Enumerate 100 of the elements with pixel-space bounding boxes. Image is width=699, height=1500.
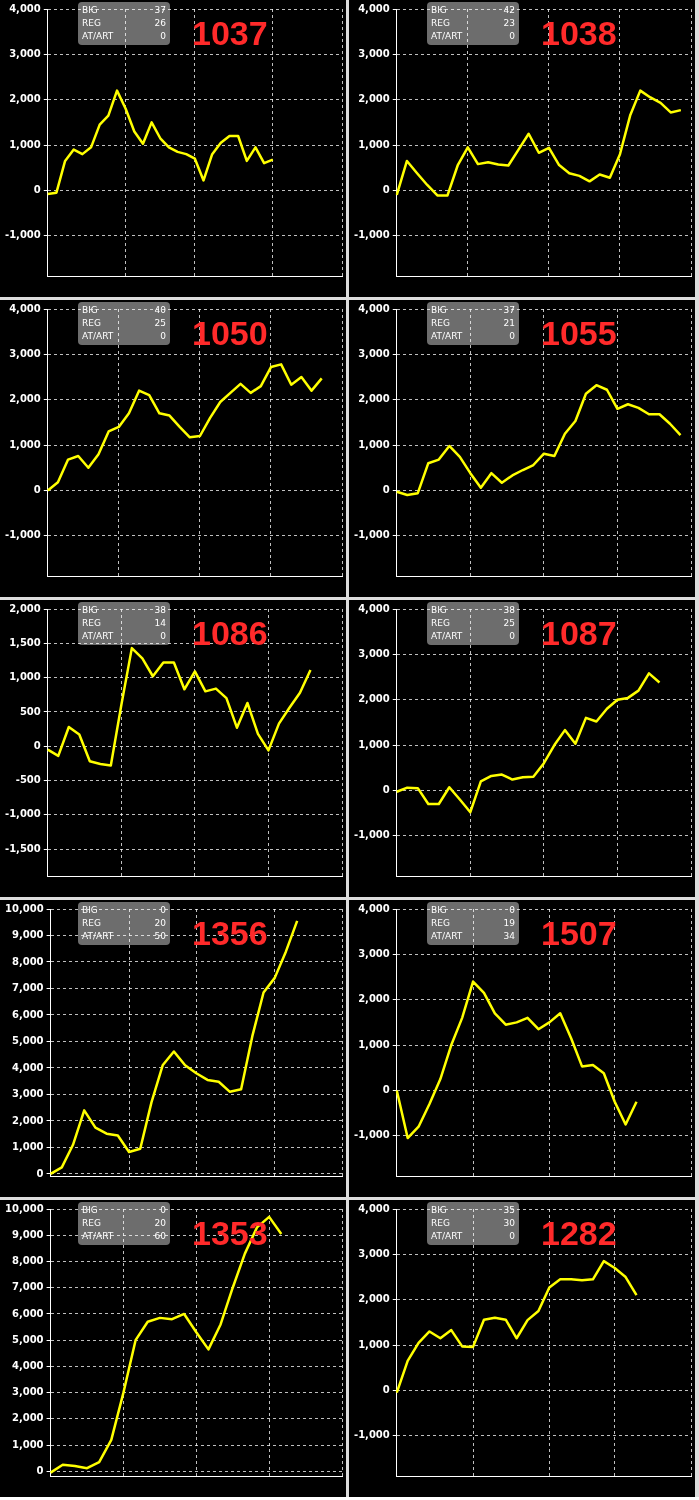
annotation: BIG — [431, 904, 447, 917]
y-tick-label: 1,000 — [358, 738, 390, 750]
y-tick-label: 4,000 — [11, 1360, 44, 1372]
annotation: 20 — [154, 917, 166, 930]
chart-title: 1087 — [541, 614, 617, 652]
y-tick-label: 0 — [33, 184, 41, 196]
annotation: 0 — [509, 330, 515, 343]
y-tick-label: 10,000 — [5, 1202, 44, 1214]
y-tick-label: 1,000 — [9, 138, 41, 150]
annotation: 19 — [503, 917, 515, 930]
annotation: AT/ART — [82, 1230, 114, 1243]
annotation: 23 — [503, 17, 515, 30]
y-tick-label: 4,000 — [358, 2, 390, 14]
annotation: 0 — [160, 1204, 166, 1217]
y-tick-label: 0 — [382, 484, 390, 496]
annotation: AT/ART — [431, 630, 463, 643]
y-tick-label: 4,000 — [358, 902, 390, 914]
annotation: BIG — [82, 304, 98, 317]
y-tick-label: 3,000 — [9, 47, 41, 59]
y-tick-label: 3,000 — [358, 647, 390, 659]
annotation: 37 — [503, 304, 515, 317]
y-tick-label: -1,000 — [5, 229, 41, 241]
y-tick-label: 3,000 — [358, 1247, 390, 1259]
annotation: 0 — [509, 1230, 515, 1243]
annotation: REG — [82, 617, 101, 630]
y-tick-label: 4,000 — [358, 602, 390, 614]
annotation: 34 — [503, 930, 515, 943]
annotation: REG — [82, 1217, 101, 1230]
annotation: BIG — [82, 4, 98, 17]
annotation: 0 — [160, 330, 166, 343]
y-tick-label: 0 — [382, 1384, 390, 1396]
y-tick-label: 0 — [36, 1464, 44, 1476]
y-tick-label: 3,000 — [11, 1088, 44, 1100]
annotation: REG — [431, 17, 450, 30]
y-tick-label: 2,000 — [358, 1293, 390, 1305]
y-tick-label: 1,000 — [358, 138, 390, 150]
y-tick-label: 7,000 — [11, 1281, 44, 1293]
y-tick-label: 6,000 — [11, 1008, 44, 1020]
annotation: 26 — [154, 17, 166, 30]
chart-title: 1356 — [192, 914, 268, 952]
y-tick-label: 3,000 — [358, 947, 390, 959]
y-tick-label: -1,500 — [5, 842, 41, 854]
annotation: REG — [431, 617, 450, 630]
annotation: BIG — [431, 304, 447, 317]
y-tick-label: 3,000 — [358, 47, 390, 59]
y-tick-label: 0 — [36, 1167, 44, 1179]
annotation: 0 — [509, 30, 515, 43]
annotation: AT/ART — [82, 30, 114, 43]
y-tick-label: 0 — [382, 1084, 390, 1096]
y-tick-label: 1,000 — [11, 1141, 44, 1153]
y-tick-label: 10,000 — [5, 902, 44, 914]
y-tick-label: 4,000 — [9, 302, 41, 314]
annotation: BIG — [82, 904, 98, 917]
annotation: 60 — [154, 1230, 166, 1243]
y-tick-label: 3,000 — [9, 347, 41, 359]
annotation: 25 — [503, 617, 515, 630]
y-tick-label: 5,000 — [11, 1035, 44, 1047]
y-tick-label: 9,000 — [11, 1228, 44, 1240]
y-tick-label: 2,000 — [9, 602, 41, 614]
annotation: 30 — [503, 1217, 515, 1230]
annotation: BIG — [431, 1204, 447, 1217]
annotation: REG — [82, 917, 101, 930]
chart-title: 1038 — [541, 14, 617, 52]
annotation: 38 — [154, 604, 166, 617]
annotation: 20 — [154, 1217, 166, 1230]
y-tick-label: 2,000 — [358, 693, 390, 705]
y-tick-label: 8,000 — [11, 955, 44, 967]
annotation: BIG — [431, 604, 447, 617]
y-tick-label: 2,000 — [358, 393, 390, 405]
annotation: 0 — [509, 630, 515, 643]
y-tick-label: 2,000 — [9, 393, 41, 405]
y-tick-label: 5,000 — [11, 1333, 44, 1345]
y-tick-label: 4,000 — [358, 1202, 390, 1214]
annotation: AT/ART — [431, 330, 463, 343]
y-tick-label: 4,000 — [9, 2, 41, 14]
y-tick-label: -1,000 — [354, 229, 390, 241]
annotation: 40 — [154, 304, 166, 317]
annotation: AT/ART — [82, 330, 114, 343]
chart-title: 1086 — [192, 614, 268, 652]
y-tick-label: -1,000 — [354, 529, 390, 541]
y-tick-label: -500 — [15, 774, 41, 786]
y-tick-label: 2,000 — [11, 1412, 44, 1424]
annotation: 25 — [154, 317, 166, 330]
annotation: AT/ART — [82, 930, 114, 943]
annotation: AT/ART — [431, 930, 463, 943]
annotation: REG — [82, 317, 101, 330]
chart-title: 1507 — [541, 914, 617, 952]
annotation: 0 — [160, 30, 166, 43]
annotation: REG — [431, 317, 450, 330]
y-tick-label: 0 — [33, 739, 41, 751]
y-tick-label: 1,500 — [9, 636, 41, 648]
annotation: BIG — [431, 4, 447, 17]
annotation: AT/ART — [431, 1230, 463, 1243]
annotation: 0 — [509, 904, 515, 917]
chart-title: 1282 — [541, 1214, 617, 1252]
chart-title: 1055 — [541, 314, 617, 352]
y-tick-label: -1,000 — [354, 1429, 390, 1441]
y-tick-label: 4,000 — [358, 302, 390, 314]
y-tick-label: 2,000 — [358, 93, 390, 105]
annotation: 0 — [160, 904, 166, 917]
